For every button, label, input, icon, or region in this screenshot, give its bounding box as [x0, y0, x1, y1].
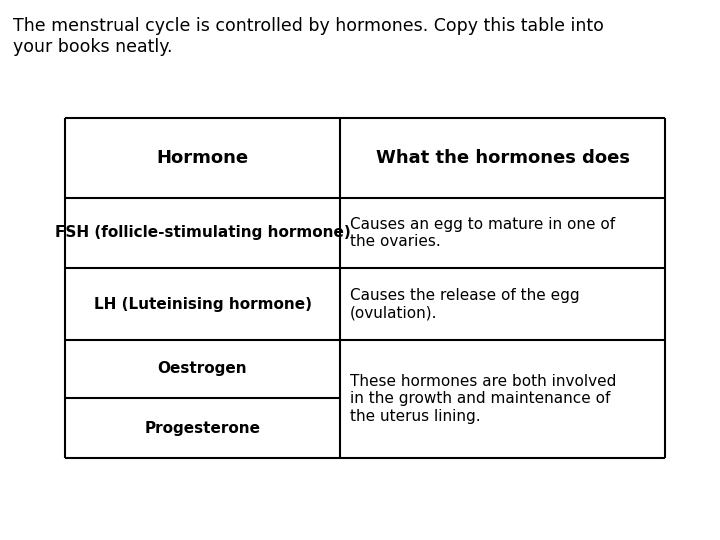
- Text: Hormone: Hormone: [156, 149, 248, 167]
- Text: FSH (follicle-stimulating hormone): FSH (follicle-stimulating hormone): [55, 226, 351, 240]
- Text: Causes an egg to mature in one of
the ovaries.: Causes an egg to mature in one of the ov…: [350, 217, 615, 249]
- Text: Oestrogen: Oestrogen: [158, 361, 247, 376]
- Text: Causes the release of the egg
(ovulation).: Causes the release of the egg (ovulation…: [350, 288, 580, 320]
- Text: LH (Luteinising hormone): LH (Luteinising hormone): [94, 296, 312, 312]
- Text: What the hormones does: What the hormones does: [376, 149, 629, 167]
- Text: These hormones are both involved
in the growth and maintenance of
the uterus lin: These hormones are both involved in the …: [350, 374, 616, 424]
- Text: The menstrual cycle is controlled by hormones. Copy this table into
your books n: The menstrual cycle is controlled by hor…: [13, 17, 604, 56]
- Text: Progesterone: Progesterone: [145, 421, 261, 435]
